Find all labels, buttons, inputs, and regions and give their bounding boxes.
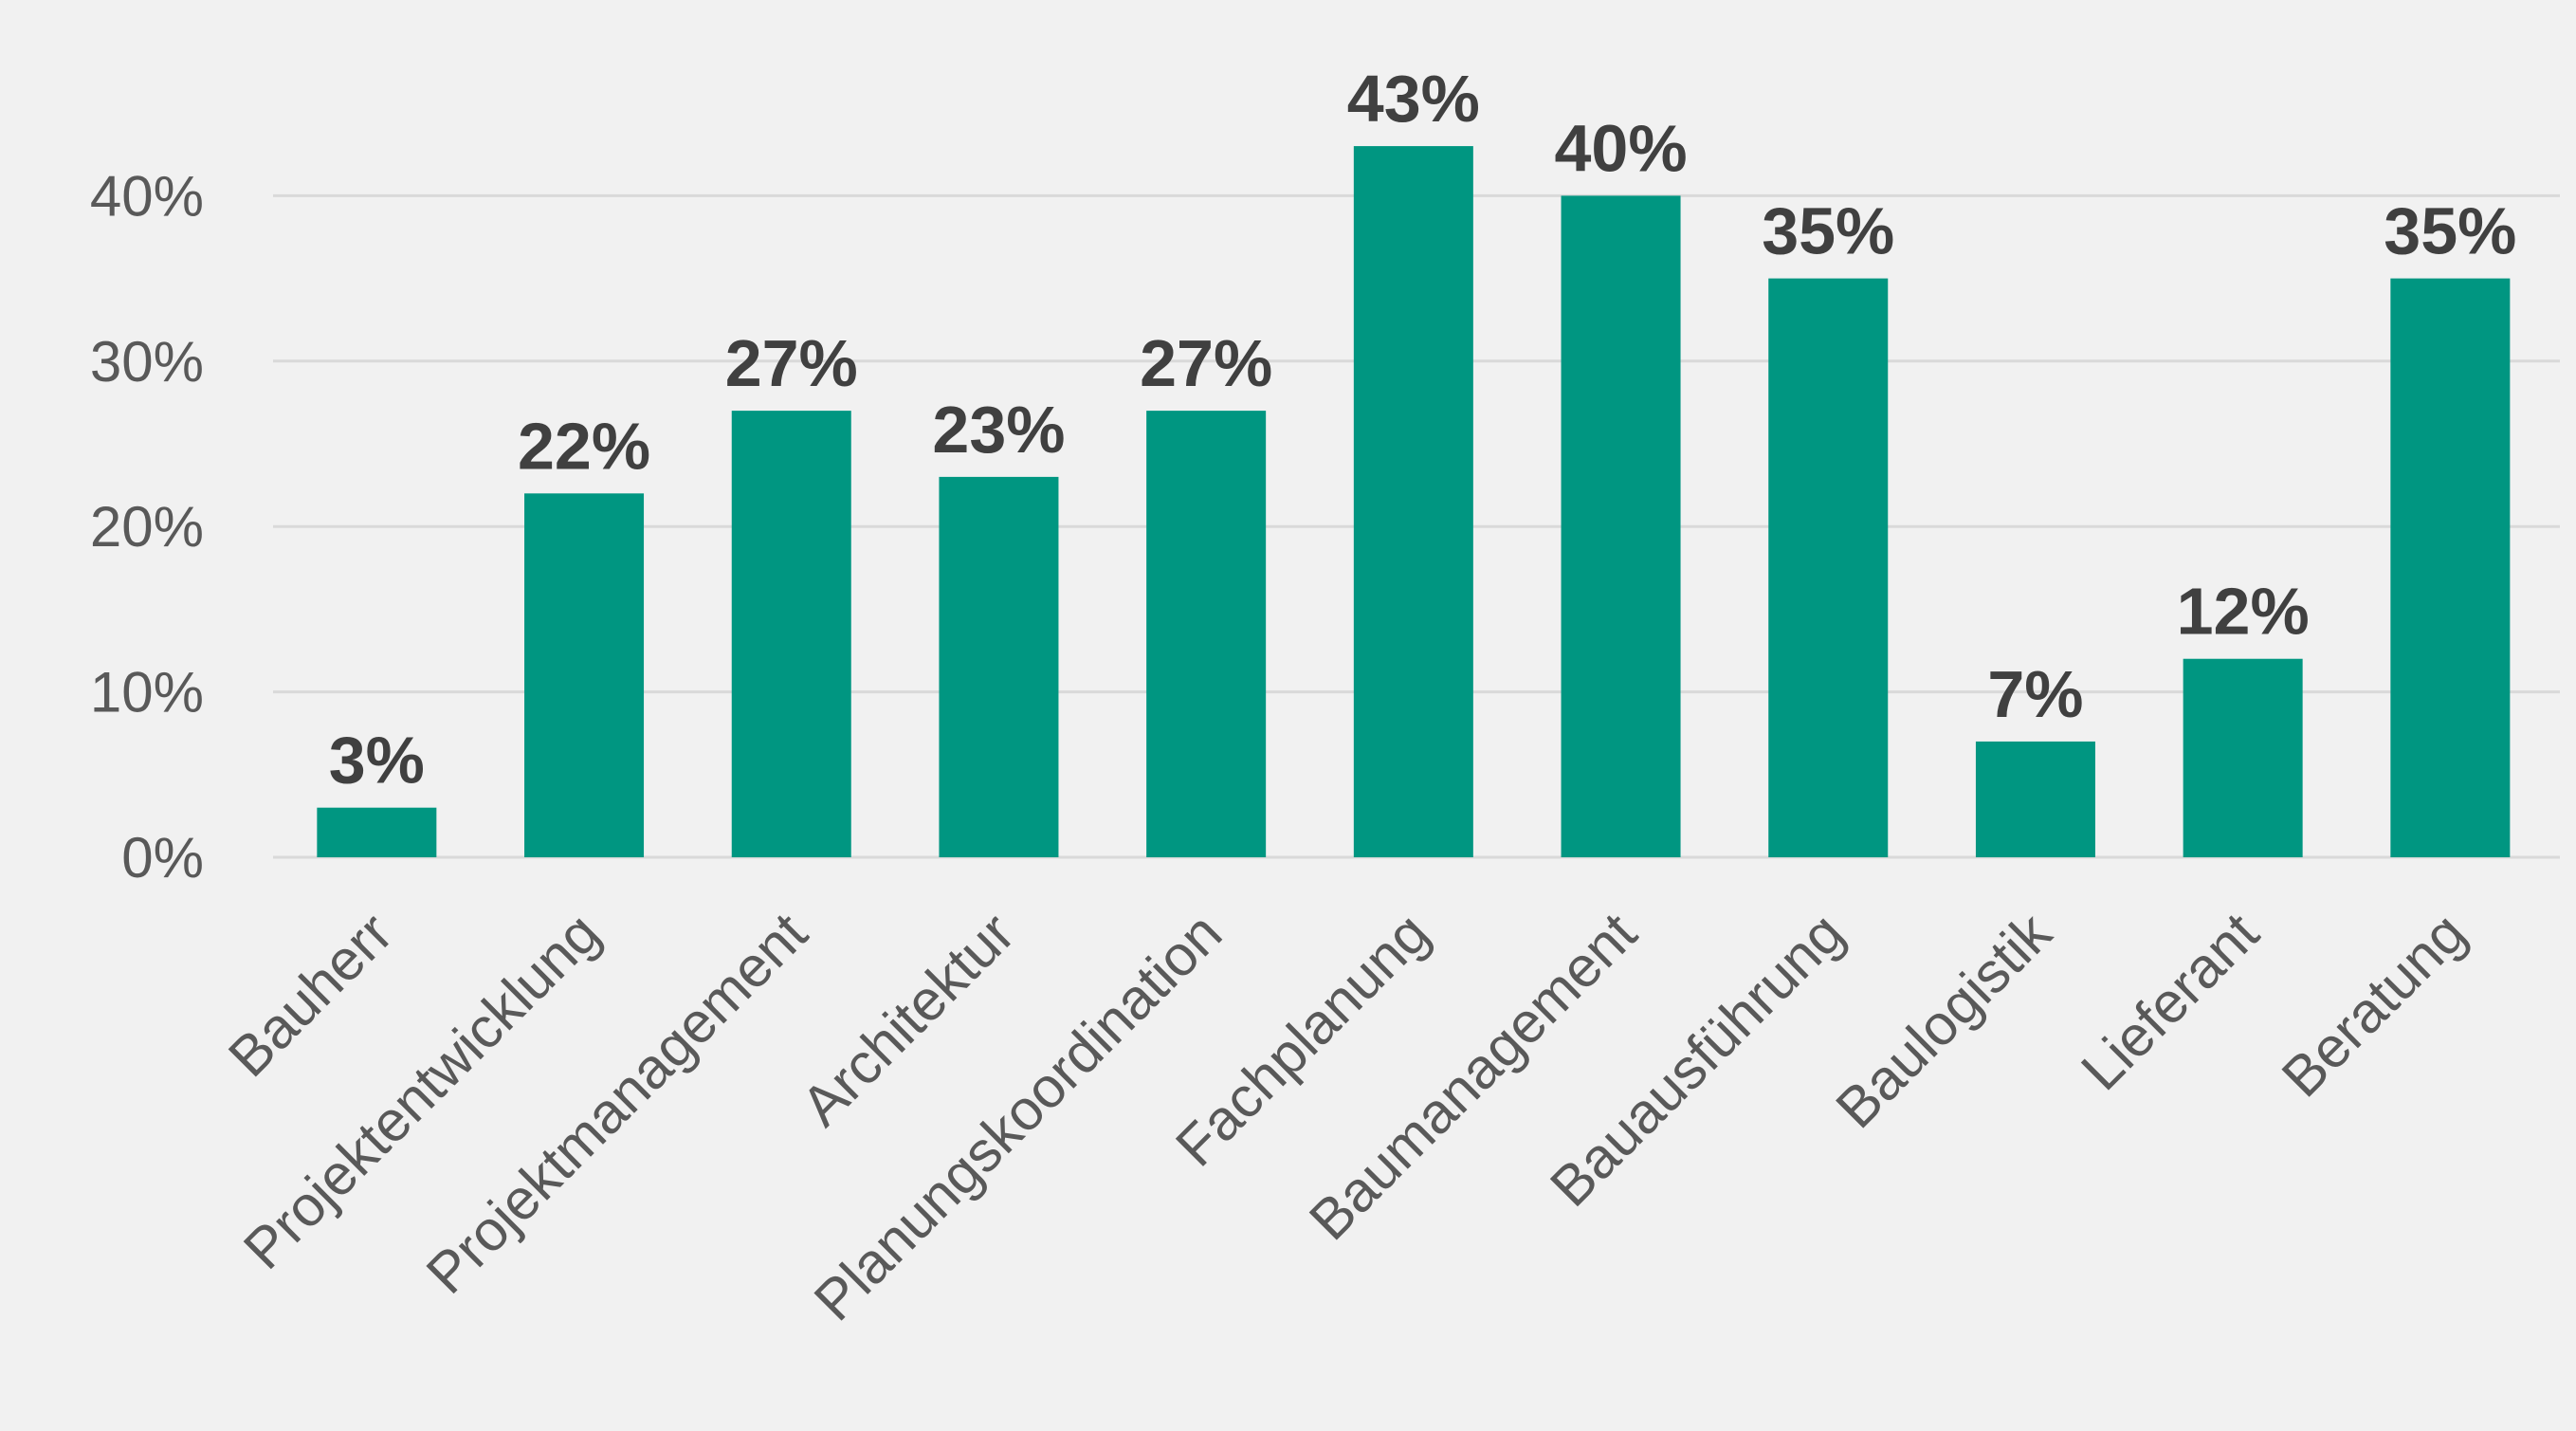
bar xyxy=(2390,278,2511,858)
y-tick-label: 20% xyxy=(90,495,204,559)
y-tick-label: 40% xyxy=(90,164,204,228)
x-category-label: Projektmanagement xyxy=(414,901,819,1306)
bar xyxy=(1975,741,2095,857)
bar xyxy=(731,411,851,857)
bar xyxy=(2183,658,2303,857)
x-category-label: Beratung xyxy=(2270,901,2478,1110)
x-category-label: Planungskoordination xyxy=(802,901,1233,1332)
data-labels: 3% 22% 27% 23% 27% 43% 40% 35% 7% 12% 35% xyxy=(329,62,2517,798)
x-category-label: Lieferant xyxy=(2069,901,2271,1103)
x-category-label: Projektentwicklung xyxy=(231,901,612,1281)
x-category-label: Bauherr xyxy=(216,901,404,1089)
bar xyxy=(317,807,437,857)
data-label: 27% xyxy=(725,326,858,400)
bar xyxy=(524,493,645,857)
bar xyxy=(1353,146,1473,857)
y-tick-label: 10% xyxy=(90,661,204,725)
y-tick-label: 30% xyxy=(90,330,204,394)
bars xyxy=(317,146,2511,858)
data-label: 3% xyxy=(329,724,425,798)
data-label: 23% xyxy=(932,393,1065,467)
data-label: 27% xyxy=(1140,326,1272,400)
bar xyxy=(1146,411,1267,857)
data-label: 12% xyxy=(2177,575,2310,649)
data-label: 35% xyxy=(2384,194,2516,268)
x-category-label: Baulogistik xyxy=(1824,900,2064,1140)
data-label: 43% xyxy=(1347,62,1480,136)
data-label: 35% xyxy=(1762,194,1894,268)
y-tick-label: 0% xyxy=(121,826,204,890)
bar xyxy=(939,476,1059,857)
bar xyxy=(1561,195,1681,857)
data-label: 7% xyxy=(1987,657,2083,731)
data-label: 22% xyxy=(518,409,650,483)
bar xyxy=(1768,278,1889,858)
x-axis-categories: BauherrProjektentwicklungProjektmanageme… xyxy=(216,900,2477,1332)
y-axis-ticks: 0% 10% 20% 30% 40% xyxy=(90,164,204,890)
data-label: 40% xyxy=(1554,111,1687,185)
